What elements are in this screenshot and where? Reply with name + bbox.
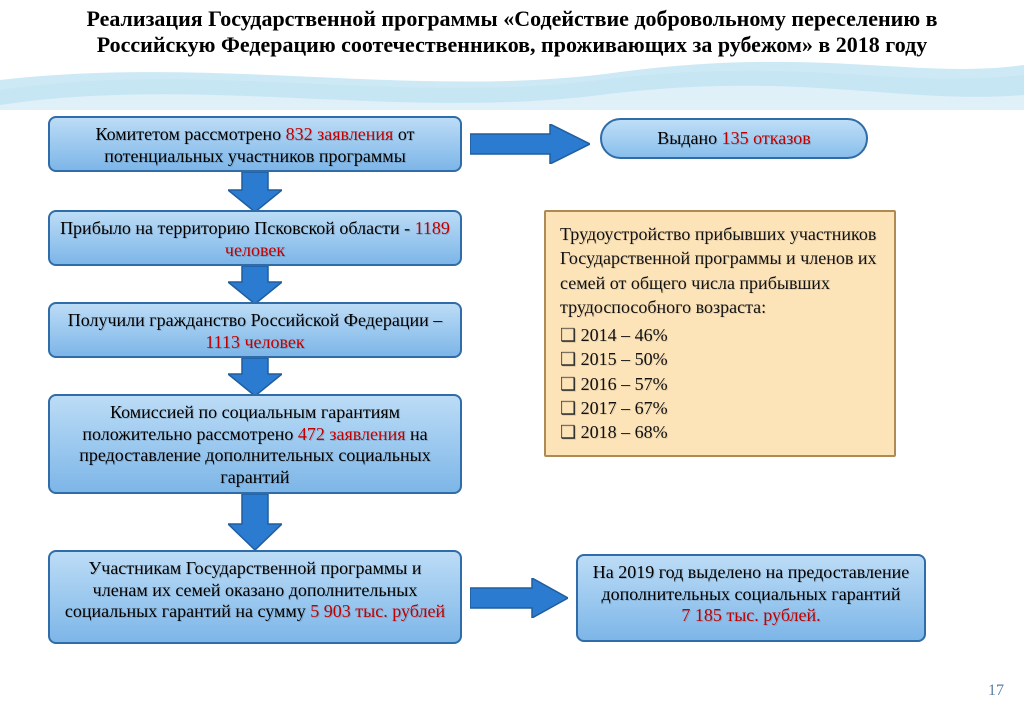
highlight: 135 отказов — [722, 128, 811, 148]
highlight: 5 903 тыс. рублей — [310, 601, 445, 621]
highlight: 472 заявления — [298, 424, 406, 444]
list-item: 2016 – 57% — [560, 372, 880, 396]
box-citizenship: Получили гражданство Российской Федераци… — [48, 302, 462, 358]
highlight: 7 185 тыс. рублей. — [681, 605, 820, 625]
highlight: 1113 человек — [205, 332, 304, 352]
text: Комитетом рассмотрено — [96, 124, 286, 144]
text: Выдано — [657, 128, 721, 148]
panel-list: 2014 – 46% 2015 – 50% 2016 – 57% 2017 – … — [560, 323, 880, 444]
arrow-down-icon — [228, 266, 282, 304]
panel-intro: Трудоустройство прибывших участников Гос… — [560, 222, 880, 319]
background-wave — [0, 50, 1024, 110]
list-item: 2017 – 67% — [560, 396, 880, 420]
text: На 2019 год выделено на предоставление д… — [593, 562, 910, 604]
pill-refusals: Выдано 135 отказов — [600, 118, 868, 159]
box-assistance: Участникам Государственной программы и ч… — [48, 550, 462, 644]
box-2019-budget: На 2019 год выделено на предоставление д… — [576, 554, 926, 642]
slide-title: Реализация Государственной программы «Со… — [40, 6, 984, 59]
text: Прибыло на территорию Псковской области … — [60, 218, 415, 238]
highlight: 832 заявления — [286, 124, 394, 144]
text: Получили гражданство Российской Федераци… — [68, 310, 443, 330]
page-number: 17 — [988, 682, 1004, 700]
box-arrived: Прибыло на территорию Псковской области … — [48, 210, 462, 266]
box-commission: Комиссией по социальным гарантиям положи… — [48, 394, 462, 494]
arrow-down-icon — [228, 172, 282, 212]
list-item: 2018 – 68% — [560, 420, 880, 444]
box-applications: Комитетом рассмотрено 832 заявления от п… — [48, 116, 462, 172]
list-item: 2015 – 50% — [560, 347, 880, 371]
arrow-right-icon — [470, 124, 590, 164]
arrow-down-icon — [228, 494, 282, 550]
arrow-right-icon — [470, 578, 568, 618]
panel-employment: Трудоустройство прибывших участников Гос… — [544, 210, 896, 457]
arrow-down-icon — [228, 358, 282, 396]
list-item: 2014 – 46% — [560, 323, 880, 347]
